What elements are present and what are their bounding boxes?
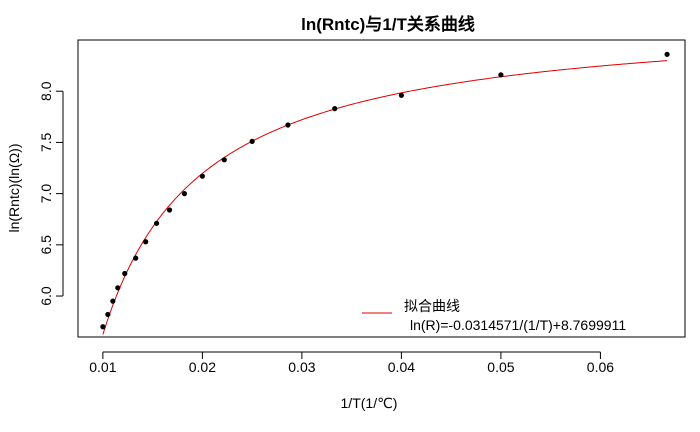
- data-point: [498, 72, 504, 78]
- data-point: [664, 51, 670, 57]
- data-point: [249, 138, 255, 144]
- x-tick-label: 0.03: [288, 359, 315, 375]
- data-point: [199, 173, 205, 179]
- y-tick-label: 8.0: [38, 81, 54, 101]
- y-tick-label: 6.5: [38, 235, 54, 255]
- data-point: [105, 311, 111, 318]
- y-axis-label: ln(Rntc)(ln(Ω)): [6, 143, 22, 232]
- x-tick-label: 0.02: [189, 359, 216, 375]
- data-point: [100, 324, 106, 330]
- data-point: [154, 220, 160, 226]
- legend: 拟合曲线 ln(R)=-0.0314571/(1/T)+8.7699911: [362, 298, 626, 333]
- data-point: [285, 122, 291, 128]
- legend-label-fit: 拟合曲线: [404, 298, 460, 314]
- plot-frame: [77, 39, 686, 338]
- legend-formula: ln(R)=-0.0314571/(1/T)+8.7699911: [410, 317, 626, 333]
- y-tick-label: 6.0: [38, 286, 54, 306]
- fit-curve: [102, 60, 668, 335]
- data-point: [181, 191, 188, 197]
- x-axis-label: 1/T(1/℃): [341, 395, 398, 411]
- x-tick-label: 0.01: [89, 359, 116, 375]
- x-tick-label: 0.04: [388, 359, 415, 375]
- data-points: [100, 51, 670, 330]
- x-tick-label: 0.06: [587, 359, 614, 375]
- data-point: [122, 270, 128, 277]
- data-point: [221, 157, 227, 163]
- data-point: [133, 255, 139, 261]
- y-tick-label: 7.0: [38, 184, 54, 204]
- data-point: [166, 207, 173, 213]
- y-axis: 6.0 6.5 7.0 7.5 8.0: [38, 81, 64, 306]
- x-tick-label: 0.05: [487, 359, 514, 375]
- data-point: [398, 92, 404, 98]
- data-point: [143, 239, 149, 245]
- chart-title: ln(Rntc)与1/T关系曲线: [301, 14, 475, 34]
- data-point: [332, 106, 338, 112]
- data-point: [115, 285, 121, 291]
- y-tick-label: 7.5: [38, 132, 54, 152]
- x-axis: 0.01 0.02 0.03 0.04 0.05 0.06: [89, 351, 614, 375]
- data-point: [110, 298, 116, 304]
